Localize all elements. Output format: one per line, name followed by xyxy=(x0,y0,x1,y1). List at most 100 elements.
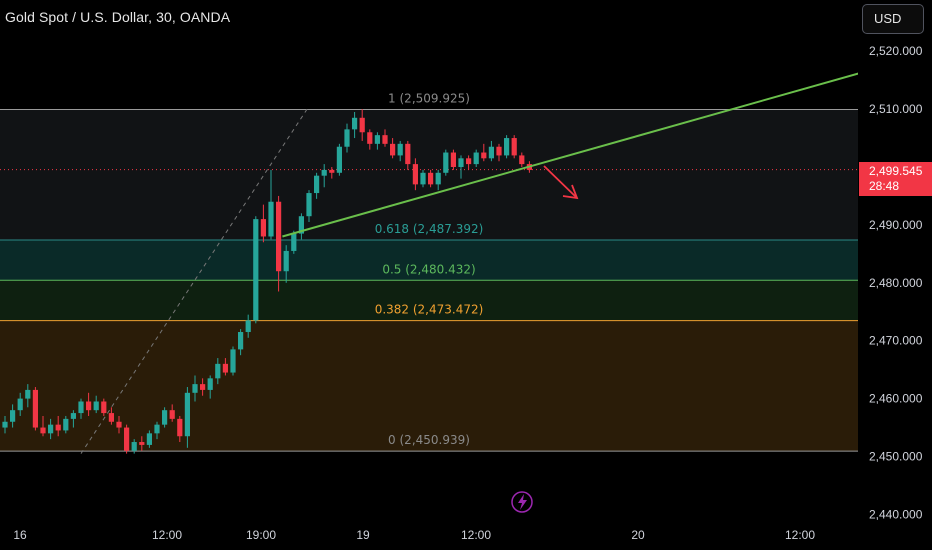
candle-body xyxy=(450,152,456,167)
candle-body xyxy=(496,146,502,156)
fib-zone xyxy=(0,240,858,281)
time-axis: 16 12:00 19:00 19 12:00 20 12:00 xyxy=(13,528,815,542)
candle xyxy=(428,169,434,188)
candle xyxy=(405,140,411,170)
candle-body xyxy=(405,143,411,165)
projection-dashed-line xyxy=(80,105,310,454)
candle xyxy=(25,384,31,408)
candle-body xyxy=(55,424,61,431)
candle xyxy=(397,140,403,162)
candle-body xyxy=(32,389,38,428)
candle xyxy=(367,129,373,150)
candle xyxy=(139,436,145,451)
candle-body xyxy=(2,421,8,428)
trendline[interactable] xyxy=(282,48,932,238)
candle xyxy=(352,111,358,139)
candle-body xyxy=(253,219,259,321)
candle xyxy=(215,358,221,385)
time-tick-label: 12:00 xyxy=(785,528,815,542)
candle-body xyxy=(169,410,175,419)
candle xyxy=(443,149,449,176)
candle-body xyxy=(420,172,426,185)
candle-body xyxy=(25,389,31,399)
candle xyxy=(253,216,259,324)
candle-body xyxy=(93,401,99,411)
candle xyxy=(473,149,479,167)
candle-body xyxy=(359,117,365,133)
candle xyxy=(200,378,206,396)
candle-body xyxy=(519,155,525,165)
candle-body xyxy=(40,427,46,434)
candle xyxy=(336,143,342,176)
candle xyxy=(488,140,494,162)
candle xyxy=(17,392,23,416)
flash-icon[interactable] xyxy=(511,491,533,513)
candle-body xyxy=(466,158,472,165)
fib-label: 0.618 (2,487.392) xyxy=(375,222,484,236)
candle xyxy=(435,169,441,191)
candle-body xyxy=(207,378,213,390)
candle-body xyxy=(131,442,137,451)
candle-body xyxy=(222,363,228,373)
last-price-tag: 2,499.545 28:48 xyxy=(859,162,932,196)
candle-body xyxy=(162,410,168,425)
candle xyxy=(314,172,320,199)
candle-body xyxy=(78,401,84,414)
candle xyxy=(321,164,327,188)
candle xyxy=(511,135,517,159)
currency-button[interactable]: USD xyxy=(862,4,924,34)
candle xyxy=(101,398,107,416)
candle xyxy=(48,418,54,440)
candle-body xyxy=(488,146,494,159)
time-tick-label: 16 xyxy=(13,528,27,542)
candle-body xyxy=(428,172,434,185)
candle-body xyxy=(458,158,464,167)
candle xyxy=(184,387,190,448)
candle-body xyxy=(124,427,130,451)
candle xyxy=(222,358,228,376)
fib-labels: 1 (2,509.925) 0.618 (2,487.392) 0.5 (2,480… xyxy=(375,92,484,448)
candle xyxy=(169,404,175,422)
candle xyxy=(412,158,418,191)
candle-body xyxy=(306,193,312,217)
candle xyxy=(108,407,114,425)
candle-body xyxy=(374,135,380,144)
candle-body xyxy=(245,320,251,333)
fib-lines xyxy=(0,109,858,452)
candle-body xyxy=(276,201,282,272)
candle-body xyxy=(435,172,441,185)
candle xyxy=(268,169,274,240)
candle xyxy=(124,424,130,454)
candle xyxy=(496,143,502,162)
candle xyxy=(207,375,213,399)
fib-label: 0 (2,450.939) xyxy=(388,433,470,447)
time-tick-label: 19:00 xyxy=(246,528,276,542)
candle xyxy=(238,329,244,356)
candle xyxy=(63,415,69,434)
chart-title: Gold Spot / U.S. Dollar, 30, OANDA xyxy=(5,9,231,25)
candle-body xyxy=(352,117,358,130)
candle-body xyxy=(283,250,289,272)
candle xyxy=(146,430,152,448)
candle-body xyxy=(200,384,206,390)
candle xyxy=(230,346,236,376)
candle xyxy=(177,415,183,443)
candle xyxy=(32,387,38,431)
candle xyxy=(291,230,297,254)
candle-body xyxy=(86,401,92,411)
candle xyxy=(283,245,289,283)
candle-body xyxy=(336,146,342,173)
candle xyxy=(70,410,76,428)
candle-body xyxy=(367,132,373,144)
candle-body xyxy=(314,175,320,194)
candle-body xyxy=(511,138,517,156)
candle xyxy=(481,143,487,162)
candle-body xyxy=(291,233,297,251)
candle-body xyxy=(260,219,266,237)
candle xyxy=(458,155,464,179)
candle xyxy=(504,135,510,159)
candle-body xyxy=(177,418,183,437)
last-price-value: 2,499.545 xyxy=(869,164,923,178)
candle-body xyxy=(390,143,396,156)
